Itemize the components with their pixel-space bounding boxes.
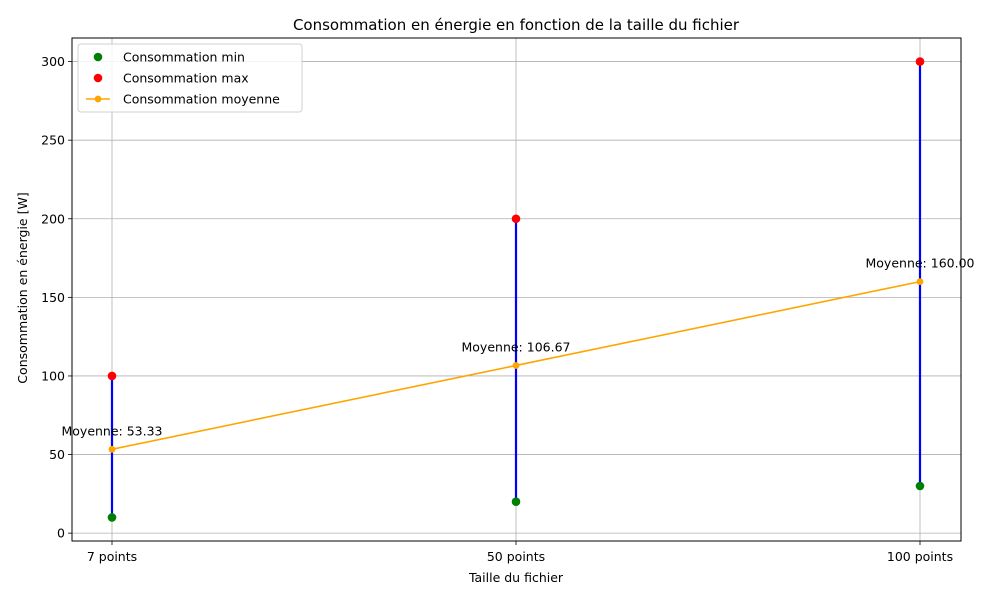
legend-marker xyxy=(93,73,103,83)
x-axis-ticks: 7 points 50 points 100 points xyxy=(87,541,953,564)
x-axis-label: Taille du fichier xyxy=(468,570,564,585)
average-annotation: Moyenne: 160.00 xyxy=(866,256,975,271)
chart-title: Consommation en énergie en fonction de l… xyxy=(293,16,740,34)
max-point xyxy=(915,57,925,66)
legend-box xyxy=(77,43,303,113)
annotations: Moyenne: 53.33 Moyenne: 106.67 Moyenne: 16… xyxy=(61,256,974,439)
x-tick-label: 7 points xyxy=(87,549,137,564)
y-axis-ticks: 0 50 100 150 200 250 300 xyxy=(41,54,72,541)
y-tick-label: 300 xyxy=(41,54,65,69)
legend-marker xyxy=(93,52,103,62)
y-tick-label: 100 xyxy=(41,368,65,383)
average-annotation: Moyenne: 106.67 xyxy=(462,339,571,354)
y-tick-label: 250 xyxy=(41,133,65,148)
legend-entry: Consommation moyenne xyxy=(123,92,280,107)
legend: Consommation min Consommation max Consomma… xyxy=(77,43,303,113)
legend-entry: Consommation min xyxy=(123,50,245,65)
y-tick-label: 0 xyxy=(57,526,65,541)
data-points xyxy=(107,57,925,522)
y-tick-label: 150 xyxy=(41,290,65,305)
min-point xyxy=(915,481,925,491)
max-point xyxy=(511,214,521,224)
x-tick-label: 50 points xyxy=(487,549,545,564)
average-point xyxy=(108,445,116,453)
y-tick-label: 200 xyxy=(41,211,65,226)
average-point xyxy=(916,278,924,286)
y-tick-label: 50 xyxy=(49,447,65,462)
average-line xyxy=(108,278,924,453)
legend-marker xyxy=(94,95,102,103)
average-point xyxy=(512,362,520,369)
max-point xyxy=(107,371,117,381)
legend-entry: Consommation max xyxy=(123,71,249,86)
x-tick-label: 100 points xyxy=(887,549,953,564)
min-point xyxy=(511,497,521,507)
min-point xyxy=(107,513,117,522)
y-axis-label: Consommation en énergie [W] xyxy=(15,192,30,383)
plot-frame xyxy=(71,37,962,542)
average-annotation: Moyenne: 53.33 xyxy=(61,423,162,438)
